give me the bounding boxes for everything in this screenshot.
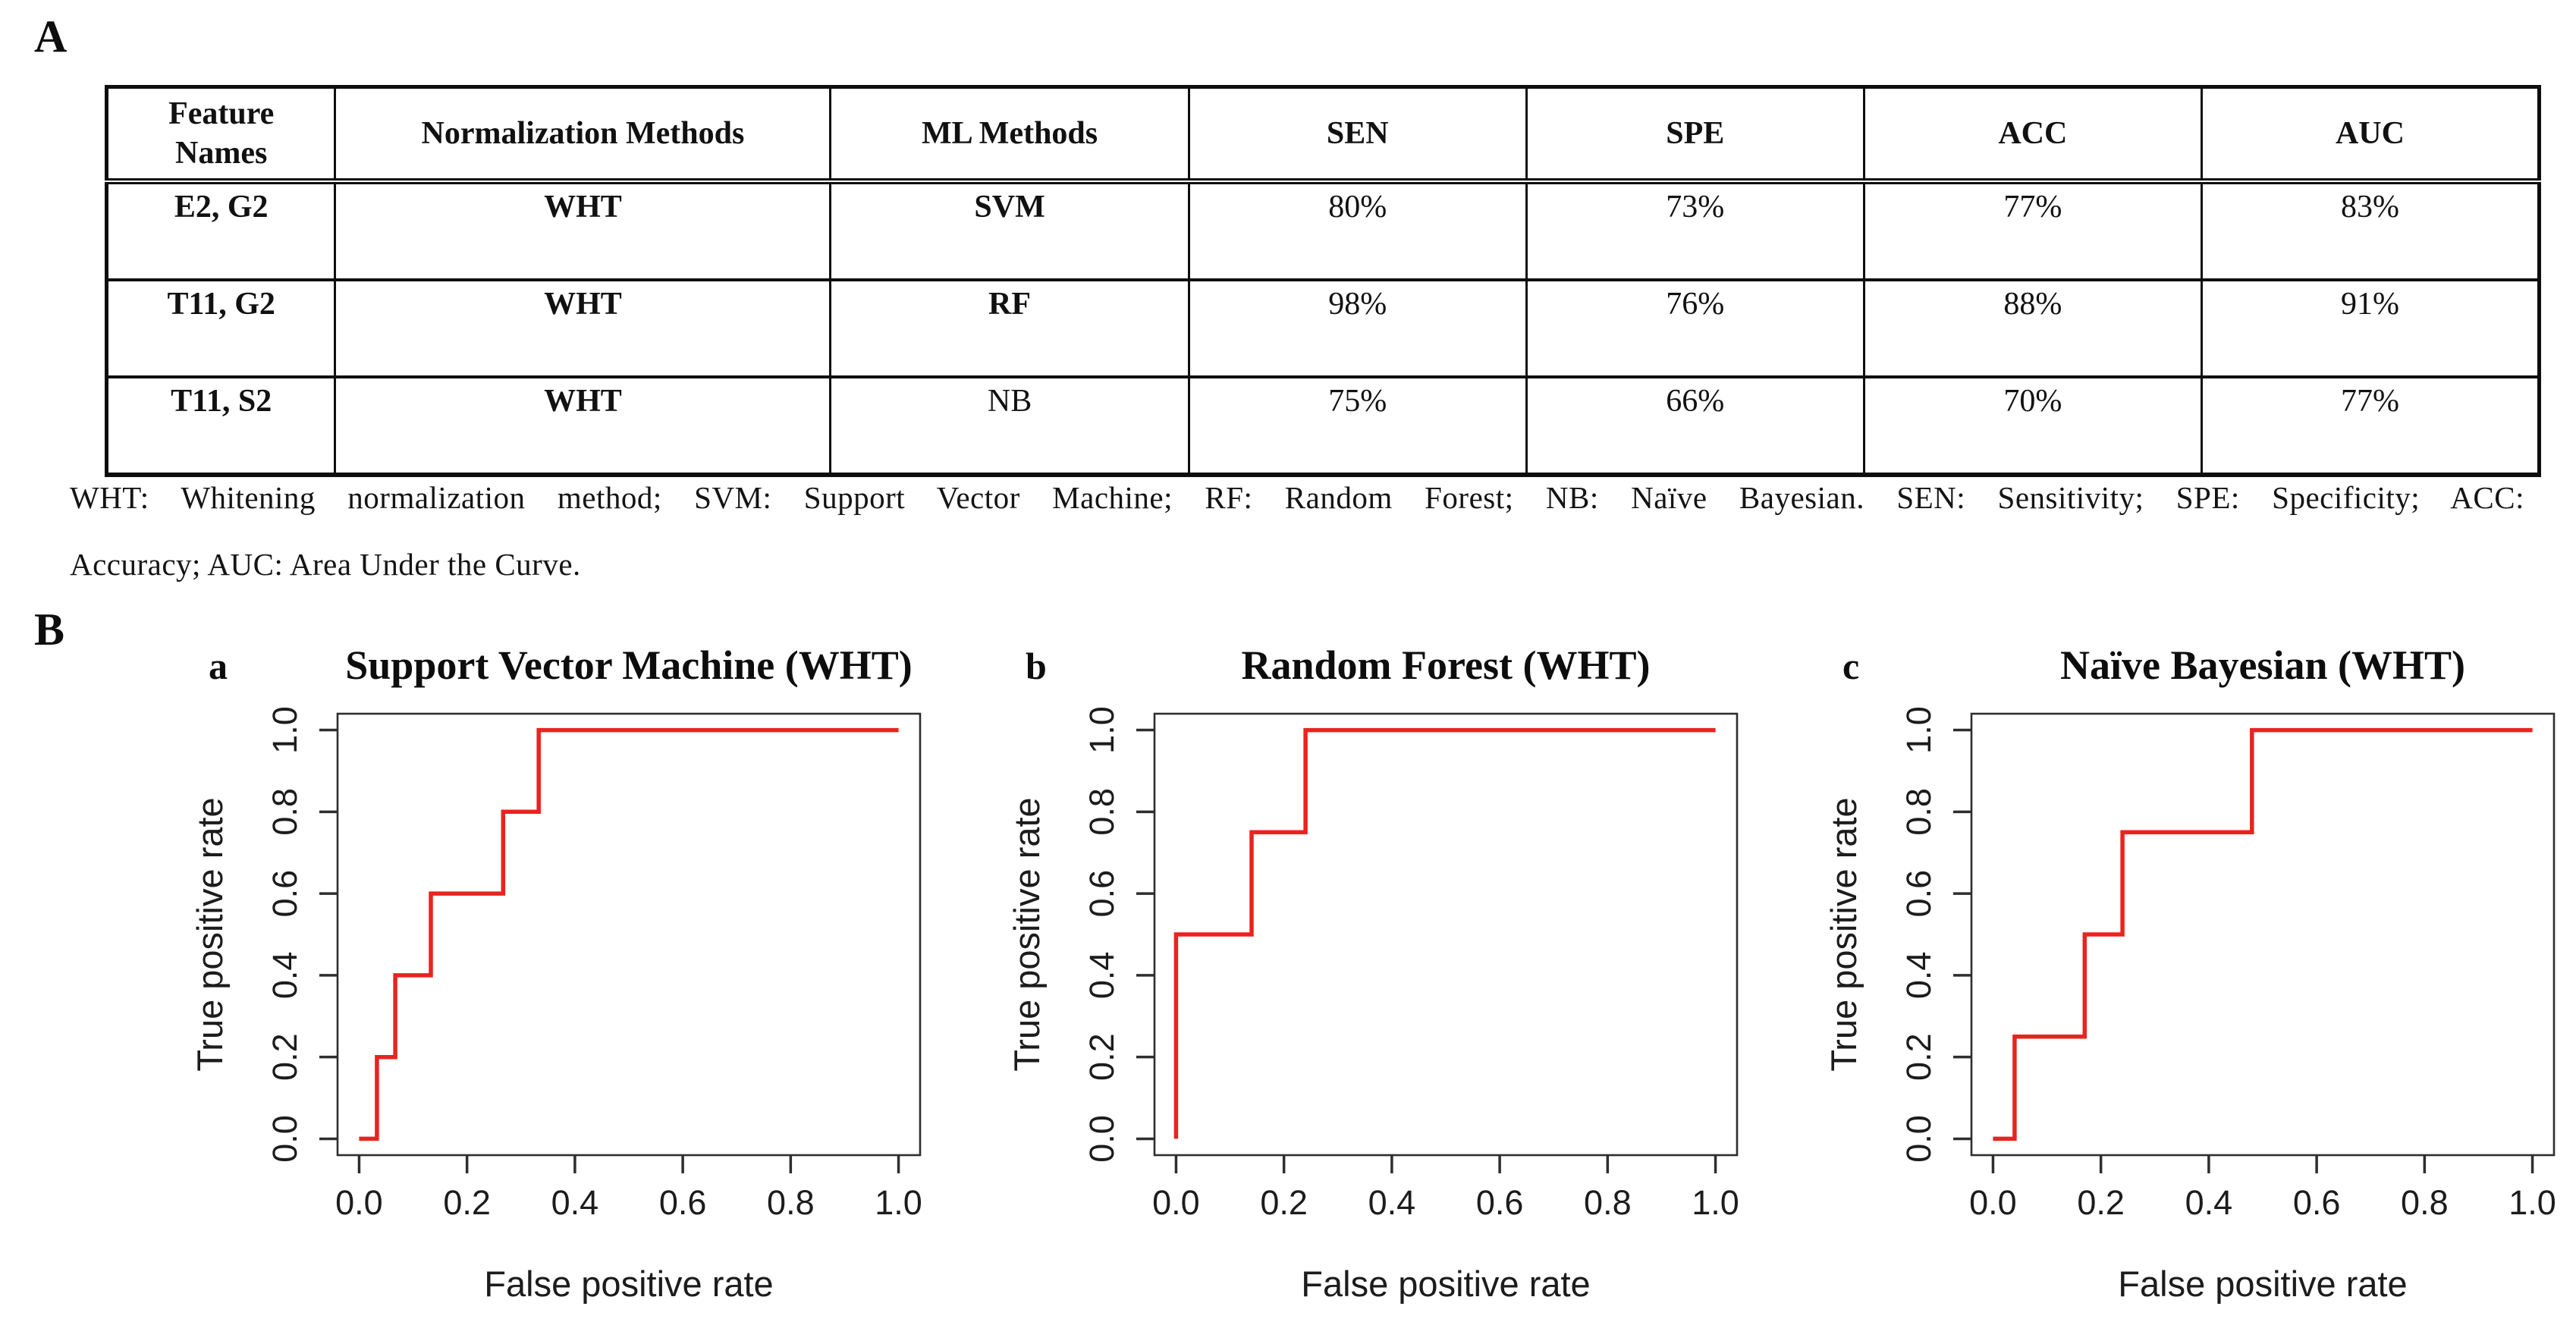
cell-sen: 80% [1187, 180, 1528, 281]
roc-curve [359, 727, 899, 1141]
plot-box [1153, 712, 1739, 1157]
roc-chart-nb: c Naïve Bayesian (WHT) 0.0 0.2 0.4 0.6 0.8 1.0 0… [1759, 632, 2576, 1341]
x-axis-tick-label: 0.2 [2077, 1183, 2125, 1222]
cell-normalization: WHT [334, 278, 832, 378]
x-axis-tick-label: 0.0 [1969, 1183, 2017, 1222]
panel-letter: b [1026, 645, 1047, 687]
x-axis-tick-label: 0.6 [2293, 1183, 2341, 1222]
col-header-spe: SPE [1525, 85, 1865, 184]
cell-ml-method: NB [829, 375, 1190, 477]
x-axis-tick-label: 0.8 [767, 1183, 815, 1222]
cell-auc: 83% [2200, 180, 2542, 281]
y-axis-tick-label: 0.2 [1082, 1033, 1121, 1081]
roc-curve [1993, 727, 2533, 1141]
y-axis-tick-label: 0.4 [1082, 952, 1121, 1000]
y-axis-tick-label: 1.0 [265, 706, 304, 754]
roc-charts-row: a Support Vector Machine (WHT) 0.0 0.2 0.4 0.… [125, 632, 2576, 1341]
y-axis-tick-label: 0.8 [1082, 788, 1121, 836]
roc-chart-svm: a Support Vector Machine (WHT) 0.0 0.2 0.4 0.… [125, 632, 942, 1341]
y-axis-tick-label: 0.0 [1082, 1115, 1121, 1163]
y-axis-tick-label: 0.4 [265, 952, 304, 1000]
x-axis-tick-label: 1.0 [1692, 1183, 1739, 1222]
y-axis-label: True positive rate [1824, 797, 1864, 1071]
x-axis-tick-label: 0.8 [2401, 1183, 2449, 1222]
x-axis-tick-label: 0.6 [659, 1183, 707, 1222]
caption-line-1: WHT: Whitening normalization method; SVM… [70, 480, 2524, 515]
y-axis-tick-label: 0.2 [265, 1033, 304, 1081]
y-axis-label: True positive rate [190, 797, 230, 1071]
cell-sen: 75% [1187, 375, 1528, 477]
cell-acc: 77% [1862, 180, 2203, 281]
cell-sen: 98% [1187, 278, 1528, 378]
x-axis-tick-label: 0.6 [1476, 1183, 1524, 1222]
y-axis-label: True positive rate [1007, 797, 1047, 1071]
x-axis-tick-label: 0.4 [551, 1183, 599, 1222]
cell-spe: 66% [1525, 375, 1865, 477]
panel-letter: a [209, 645, 228, 687]
x-axis-tick-label: 1.0 [2508, 1183, 2556, 1222]
plot-box [1970, 712, 2556, 1157]
cell-feature: T11, G2 [104, 278, 337, 378]
x-axis-tick-label: 0.4 [1368, 1183, 1416, 1222]
caption-line-2: Accuracy; AUC: Area Under the Curve. [70, 547, 581, 582]
x-axis-tick-label: 1.0 [875, 1183, 922, 1222]
y-axis-tick-label: 0.6 [1082, 870, 1121, 918]
col-header-feature-names: Feature Names [104, 85, 337, 184]
y-axis-tick-label: 0.0 [1899, 1115, 1938, 1163]
table-row: E2, G2 WHT SVM 80% 73% 77% 83% [104, 180, 2542, 281]
col-header-normalization-methods: Normalization Methods [334, 85, 832, 184]
panel-a-label: A [34, 11, 68, 61]
roc-plot-svg-a: a Support Vector Machine (WHT) 0.0 0.2 0.4 0.… [190, 642, 922, 1304]
cell-auc: 77% [2200, 375, 2542, 477]
cell-feature: T11, S2 [104, 375, 337, 477]
cell-auc: 91% [2200, 278, 2542, 378]
x-axis-label: False positive rate [2118, 1264, 2407, 1304]
cell-normalization: WHT [334, 375, 832, 477]
y-axis-tick-label: 0.6 [1899, 870, 1938, 918]
y-axis-tick-label: 0.0 [265, 1115, 304, 1163]
cell-normalization: WHT [334, 180, 832, 281]
cell-ml-method: SVM [829, 180, 1190, 281]
x-axis-label: False positive rate [484, 1264, 773, 1304]
y-axis-tick-label: 0.8 [1899, 788, 1938, 836]
col-header-auc: AUC [2200, 85, 2542, 184]
chart-title: Support Vector Machine (WHT) [345, 642, 913, 688]
cell-feature: E2, G2 [104, 180, 337, 281]
x-axis-label: False positive rate [1301, 1264, 1590, 1304]
table-caption: WHT: Whitening normalization method; SVM… [70, 464, 2524, 598]
y-axis-tick-label: 0.8 [265, 788, 304, 836]
table-row: T11, G2 WHT RF 98% 76% 88% 91% [104, 278, 2542, 378]
x-axis-tick-label: 0.8 [1584, 1183, 1632, 1222]
y-axis-tick-label: 1.0 [1899, 706, 1938, 754]
roc-plot-svg-b: b Random Forest (WHT) 0.0 0.2 0.4 0.6 0.8 1.0 0.… [1007, 642, 1739, 1304]
chart-title: Naïve Bayesian (WHT) [2060, 642, 2465, 688]
roc-plot-svg-c: c Naïve Bayesian (WHT) 0.0 0.2 0.4 0.6 0.8 1.0 0… [1824, 642, 2556, 1304]
roc-curve [1173, 727, 1716, 1139]
roc-chart-rf: b Random Forest (WHT) 0.0 0.2 0.4 0.6 0.8 1.0 0.… [942, 632, 1759, 1341]
performance-table: Feature Names Normalization Methods ML M… [104, 85, 2542, 477]
col-header-sen: SEN [1187, 85, 1528, 184]
y-axis-tick-label: 0.4 [1899, 952, 1938, 1000]
cell-spe: 73% [1525, 180, 1865, 281]
x-axis-tick-label: 0.0 [335, 1183, 383, 1222]
panel-b-label: B [34, 604, 65, 655]
table-row: T11, S2 WHT NB 75% 66% 70% 77% [104, 375, 2542, 477]
cell-acc: 70% [1862, 375, 2203, 477]
cell-spe: 76% [1525, 278, 1865, 378]
x-axis-tick-label: 0.4 [2185, 1183, 2233, 1222]
x-axis-tick-label: 0.2 [443, 1183, 491, 1222]
panel-letter: c [1842, 645, 1859, 687]
chart-title: Random Forest (WHT) [1242, 642, 1651, 688]
x-axis-tick-label: 0.0 [1152, 1183, 1200, 1222]
x-axis-tick-label: 0.2 [1260, 1183, 1308, 1222]
plot-box [336, 712, 922, 1157]
col-header-ml-methods: ML Methods [829, 85, 1190, 184]
col-header-acc: ACC [1862, 85, 2203, 184]
y-axis-tick-label: 0.2 [1899, 1033, 1938, 1081]
y-axis-tick-label: 1.0 [1082, 706, 1121, 754]
cell-ml-method: RF [829, 278, 1190, 378]
y-axis-tick-label: 0.6 [265, 870, 304, 918]
table-header-row: Feature Names Normalization Methods ML M… [104, 85, 2542, 184]
cell-acc: 88% [1862, 278, 2203, 378]
